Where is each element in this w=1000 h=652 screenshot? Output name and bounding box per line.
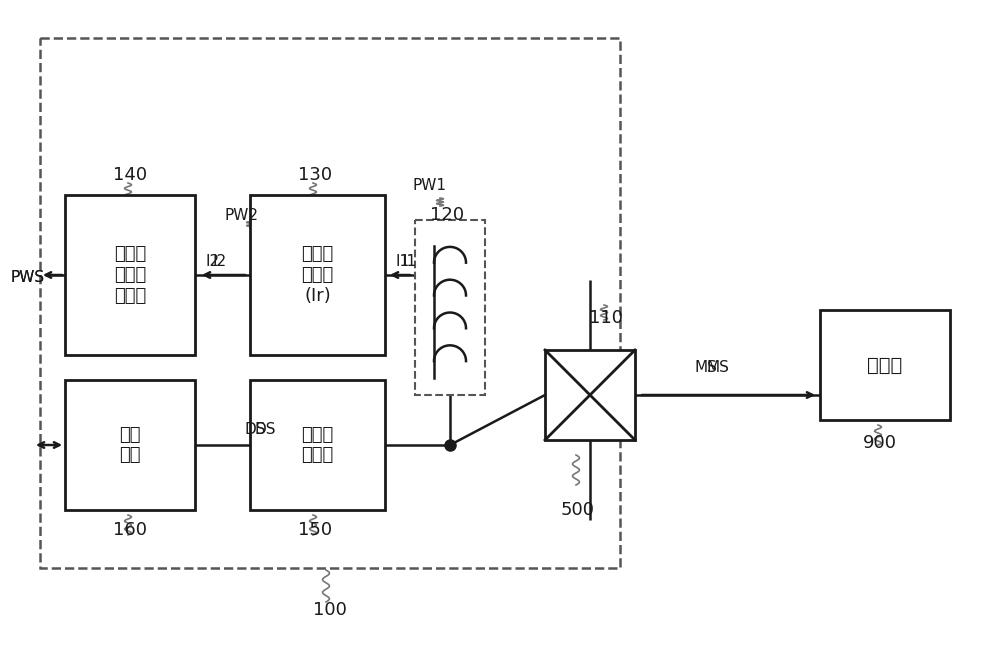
Text: 110: 110 <box>589 309 623 327</box>
Text: I2: I2 <box>206 254 220 269</box>
Text: 100: 100 <box>313 601 347 619</box>
Bar <box>250 195 385 355</box>
Text: 130: 130 <box>298 166 332 184</box>
Bar <box>40 38 620 568</box>
Text: 140: 140 <box>113 166 147 184</box>
Text: MS: MS <box>706 361 729 376</box>
Text: I1: I1 <box>403 254 417 269</box>
Bar <box>250 380 385 510</box>
Bar <box>545 350 635 440</box>
Text: DS: DS <box>255 422 276 437</box>
Text: DS: DS <box>244 422 266 437</box>
Text: 150: 150 <box>298 521 332 539</box>
Text: 120: 120 <box>430 206 464 224</box>
Text: MS: MS <box>695 361 717 376</box>
Text: PWS: PWS <box>11 271 45 286</box>
Text: 收发
电路: 收发 电路 <box>119 426 141 464</box>
Text: PWS: PWS <box>11 271 45 286</box>
Text: 900: 900 <box>863 434 897 452</box>
Bar <box>820 310 950 420</box>
Text: 160: 160 <box>113 521 147 539</box>
Text: 高通滤
波电路: 高通滤 波电路 <box>301 426 334 464</box>
Text: I2: I2 <box>213 254 227 269</box>
Bar <box>65 195 195 355</box>
Text: 切换式
电源转
换电路: 切换式 电源转 换电路 <box>114 245 146 304</box>
Text: I1: I1 <box>396 254 410 269</box>
Bar <box>65 380 195 510</box>
Text: PW1: PW1 <box>413 177 447 192</box>
Text: 动态阻
抗电路
(Ir): 动态阻 抗电路 (Ir) <box>301 245 334 304</box>
Bar <box>415 220 485 395</box>
Text: 500: 500 <box>561 501 595 519</box>
Text: 主装置: 主装置 <box>867 355 903 374</box>
Text: PW2: PW2 <box>225 207 259 222</box>
